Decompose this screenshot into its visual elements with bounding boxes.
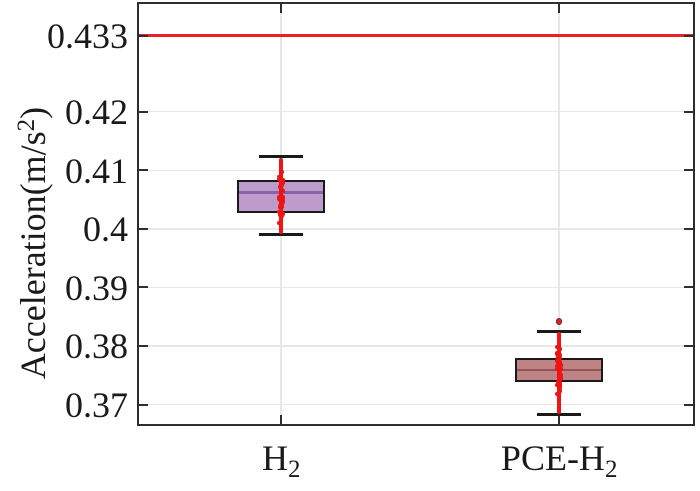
scatter-dot	[555, 380, 560, 384]
scatter-dot	[278, 204, 283, 209]
y-tick-left	[139, 227, 148, 230]
y-tick-right	[683, 286, 693, 289]
scatter-dot	[278, 191, 283, 196]
scatter-dot	[559, 372, 564, 377]
x-category-label: PCE-H2	[439, 436, 679, 486]
scatter-dot	[556, 351, 560, 356]
scatter-dot	[557, 371, 562, 376]
scatter-dot	[557, 384, 562, 389]
whisker-cap-bottom	[259, 233, 303, 237]
whisker-cap-top	[259, 155, 303, 159]
y-tick-left	[139, 345, 148, 348]
scatter-dot	[280, 170, 284, 175]
whisker-cap-bottom	[537, 413, 581, 417]
x-category-subscript: 2	[287, 456, 301, 483]
scatter-dot	[279, 194, 284, 199]
scatter-dot	[555, 345, 559, 350]
gridline-horizontal	[139, 403, 693, 406]
y-tick-left	[139, 169, 148, 172]
x-category-label: H2	[161, 436, 401, 486]
gridline-horizontal	[139, 228, 693, 230]
y-tick-left	[139, 110, 148, 113]
y-tick-right	[683, 169, 693, 172]
gridline-horizontal	[139, 169, 693, 172]
scatter-dot	[276, 174, 281, 179]
whisker-cap-top	[537, 329, 581, 333]
scatter-dot	[277, 176, 282, 181]
scatter-dot	[554, 359, 559, 364]
y-tick-left	[139, 34, 148, 37]
y-tick-right	[683, 345, 693, 348]
y-tick-label: 0.37	[65, 384, 128, 425]
scatter-dot	[280, 210, 285, 215]
scatter-dot	[281, 188, 286, 193]
y-tick-label: 0.39	[65, 267, 128, 308]
scatter-dot	[557, 369, 562, 374]
y-tick-label: 0.38	[65, 326, 128, 367]
reference-line	[139, 34, 693, 37]
scatter-dot	[281, 178, 286, 183]
scatter-dot	[559, 362, 564, 367]
scatter-dot	[557, 396, 561, 401]
y-tick-label: 0.433	[47, 15, 128, 56]
scatter-dot	[559, 375, 564, 380]
x-tick-bottom	[558, 414, 560, 424]
y-tick-left	[139, 286, 148, 289]
x-tick-bottom	[280, 414, 282, 424]
plot-area	[137, 2, 695, 426]
y-tick-right	[683, 227, 693, 230]
scatter-dot	[281, 196, 286, 201]
y-tick-label: 0.41	[65, 150, 128, 191]
scatter-dot	[556, 361, 561, 366]
x-category-text: PCE-H	[500, 438, 605, 478]
scatter-dot	[278, 185, 283, 190]
x-category-text: H	[261, 438, 288, 478]
x-category-subscript: 2	[604, 456, 618, 483]
y-tick-right	[683, 110, 693, 113]
gridline-horizontal	[139, 286, 693, 289]
scatter-dot	[554, 367, 559, 371]
scatter-dot	[281, 199, 286, 204]
scatter-dot	[280, 204, 284, 209]
y-tick-right	[683, 403, 693, 406]
scatter-dot	[558, 359, 562, 364]
scatter-dot	[280, 181, 284, 185]
scatter-dot	[556, 355, 561, 360]
y-tick-label: 0.42	[65, 91, 128, 132]
scatter-dot	[558, 352, 562, 357]
scatter-dot	[277, 196, 282, 201]
gridline-vertical	[558, 4, 560, 424]
scatter-dot	[558, 387, 562, 392]
gridline-horizontal	[139, 110, 693, 113]
scatter-dot	[279, 214, 284, 219]
scatter-dot	[555, 382, 559, 387]
scatter-dot	[277, 210, 282, 214]
scatter-dot	[555, 392, 560, 397]
scatter-dot	[557, 365, 562, 370]
x-tick-top	[558, 4, 560, 13]
y-tick-left	[139, 403, 148, 406]
gridline-horizontal	[139, 345, 693, 347]
scatter-dot	[558, 380, 563, 385]
y-tick-right	[683, 34, 693, 37]
scatter-dot	[558, 347, 563, 351]
scatter-dot	[555, 364, 560, 369]
x-tick-top	[280, 4, 282, 13]
scatter-dot	[277, 220, 281, 225]
outlier-dot	[555, 318, 563, 325]
y-tick-label: 0.4	[83, 209, 128, 250]
